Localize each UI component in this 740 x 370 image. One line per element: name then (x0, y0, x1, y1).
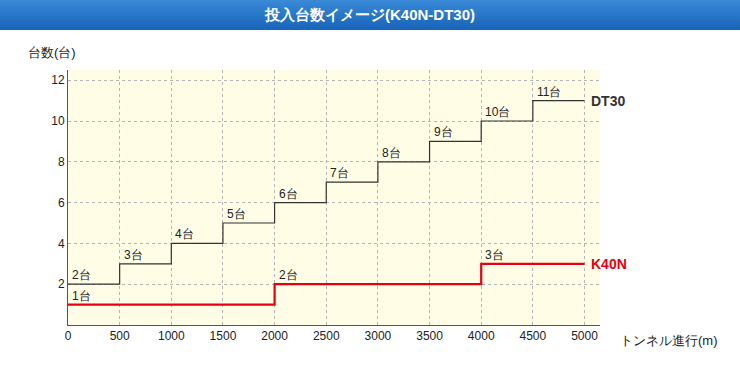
svg-text:7台: 7台 (330, 166, 349, 180)
svg-text:5台: 5台 (227, 207, 246, 221)
svg-text:6: 6 (58, 196, 65, 210)
svg-text:4: 4 (58, 237, 65, 251)
svg-text:台数(台): 台数(台) (28, 45, 76, 60)
svg-text:9台: 9台 (434, 125, 453, 139)
svg-text:10台: 10台 (485, 105, 510, 119)
svg-text:8: 8 (58, 155, 65, 169)
svg-text:トンネル進行(m): トンネル進行(m) (620, 333, 718, 348)
svg-text:4台: 4台 (175, 227, 194, 241)
svg-text:1000: 1000 (158, 329, 185, 343)
svg-text:4500: 4500 (519, 329, 546, 343)
svg-text:8台: 8台 (382, 146, 401, 160)
svg-text:10: 10 (51, 114, 65, 128)
svg-text:DT30: DT30 (591, 93, 625, 109)
html-text:投入台数イメージ(K40N-DT30): 投入台数イメージ(K40N-DT30) (265, 6, 475, 23)
svg-text:3000: 3000 (365, 329, 392, 343)
svg-text:2: 2 (58, 277, 65, 291)
svg-text:0: 0 (65, 329, 72, 343)
svg-text:4000: 4000 (468, 329, 495, 343)
svg-text:11台: 11台 (537, 85, 561, 99)
svg-text:500: 500 (110, 329, 130, 343)
svg-text:3台: 3台 (124, 248, 143, 262)
svg-text:2台: 2台 (279, 268, 298, 282)
svg-text:5000: 5000 (571, 329, 598, 343)
svg-text:K40N: K40N (591, 256, 627, 272)
svg-text:3台: 3台 (485, 248, 504, 262)
svg-text:1500: 1500 (210, 329, 237, 343)
svg-text:3500: 3500 (416, 329, 443, 343)
svg-text:12: 12 (51, 73, 65, 87)
svg-text:2台: 2台 (72, 268, 91, 282)
svg-text:2500: 2500 (313, 329, 340, 343)
svg-text:6台: 6台 (279, 187, 298, 201)
svg-text:1台: 1台 (72, 289, 91, 303)
svg-text:2000: 2000 (261, 329, 288, 343)
